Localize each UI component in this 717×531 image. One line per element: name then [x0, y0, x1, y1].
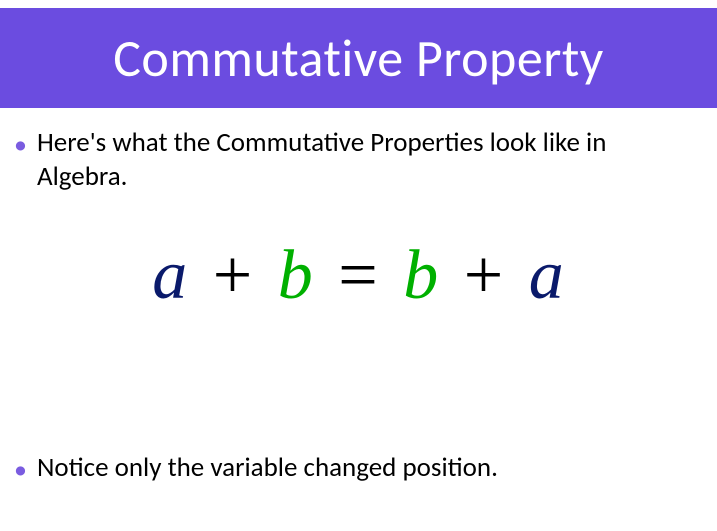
- equation-container: a + b = b + a: [0, 236, 717, 316]
- variable-b: b: [278, 237, 314, 314]
- slide-title: Commutative Property: [113, 26, 604, 90]
- equals-operator: =: [332, 237, 384, 314]
- bullet-item-2: • Notice only the variable changed posit…: [0, 451, 717, 485]
- plus-operator: +: [207, 237, 259, 314]
- bullet-item-1: • Here's what the Commutative Properties…: [0, 126, 717, 194]
- variable-b: b: [403, 237, 439, 314]
- plus-operator: +: [458, 237, 510, 314]
- variable-a: a: [529, 237, 565, 314]
- bullet-text-1: Here's what the Commutative Properties l…: [37, 126, 699, 194]
- commutative-equation: a + b = b + a: [152, 237, 564, 314]
- content-area: • Here's what the Commutative Properties…: [0, 108, 717, 316]
- bullet-dot-icon: •: [14, 128, 27, 160]
- title-bar: Commutative Property: [0, 8, 717, 108]
- bullet-text-2: Notice only the variable changed positio…: [37, 451, 498, 485]
- bullet-dot-icon: •: [14, 453, 27, 485]
- variable-a: a: [152, 237, 188, 314]
